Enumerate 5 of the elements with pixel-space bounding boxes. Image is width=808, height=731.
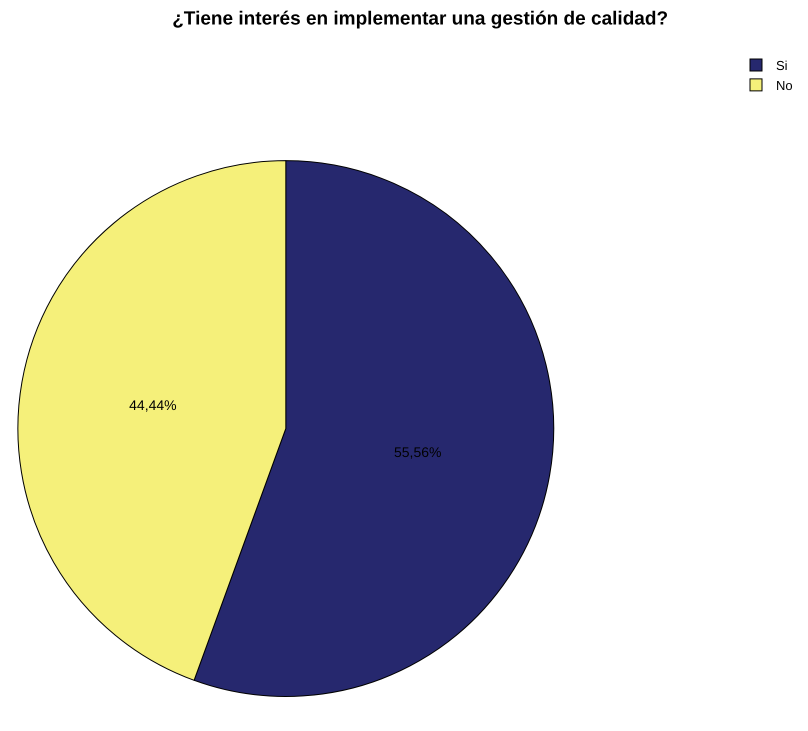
- data-label: 44,44%: [129, 397, 177, 414]
- legend-label: Si: [776, 58, 788, 74]
- chart-title: ¿Tiene interés en implementar una gestión de calidad?: [172, 8, 668, 30]
- legend-label: No: [776, 78, 793, 93]
- data-label: 55,56%: [394, 444, 442, 460]
